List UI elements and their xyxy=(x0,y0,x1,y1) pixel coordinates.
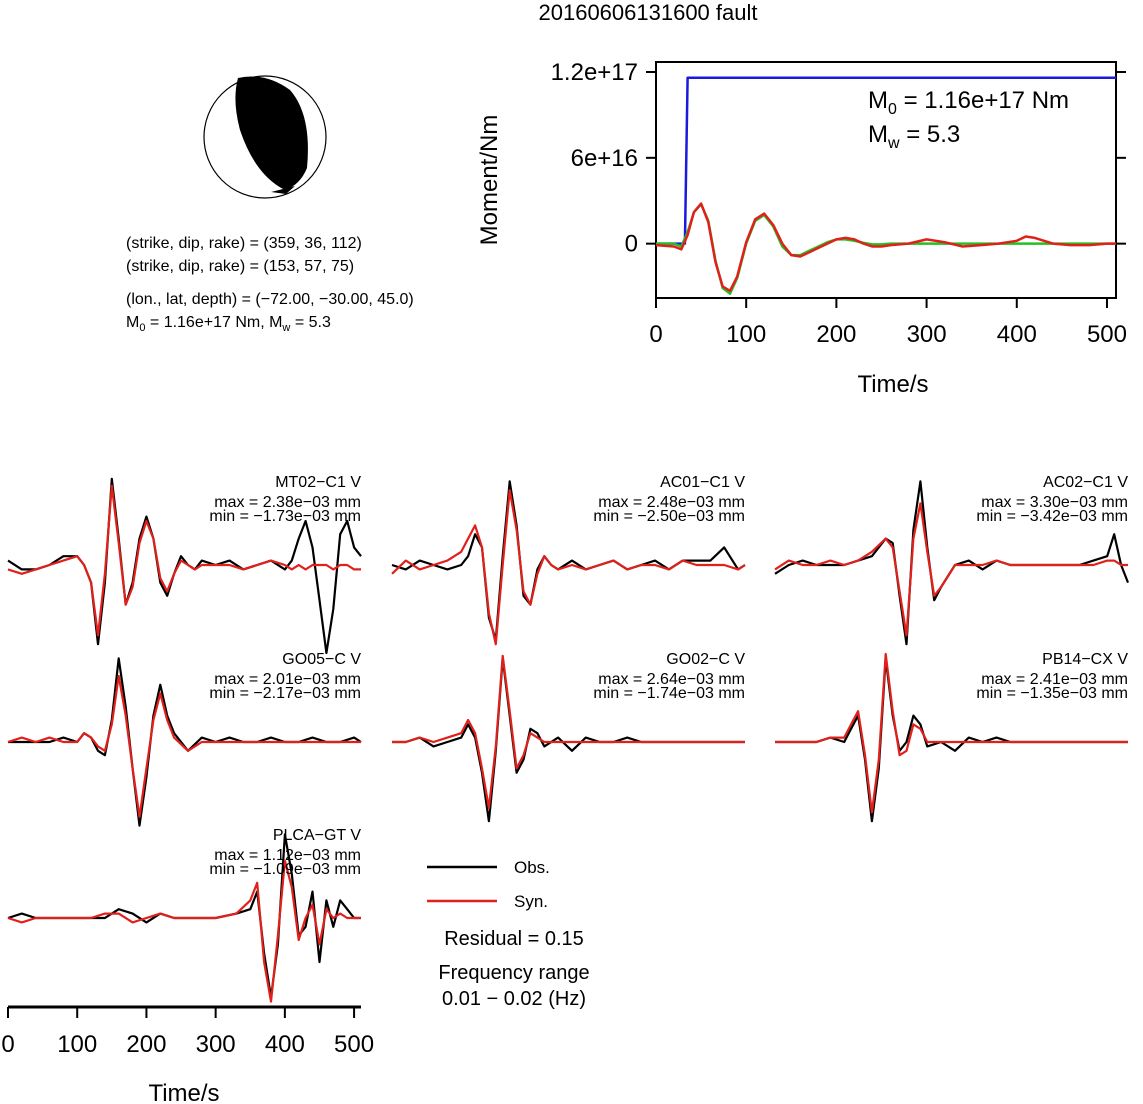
station-max: max = 2.41e−03 mm xyxy=(981,671,1128,688)
station-max: max = 1.12e−03 mm xyxy=(214,847,361,864)
moment-xtick-label: 200 xyxy=(816,321,856,348)
synthetic-trace xyxy=(774,502,1128,637)
waveform-xtick-label: 500 xyxy=(334,1031,374,1058)
waveform-xtick-label: 400 xyxy=(265,1031,305,1058)
waveform-time-axis: 0 100 200 300 400 500 Time/s xyxy=(1,1005,374,1104)
moment-magnitude-line: M0 = 1.16e+17 Nm, Mw = 5.3 xyxy=(126,314,331,334)
synthetic-trace xyxy=(775,652,1128,814)
moment-annotation-m0: M0 = 1.16e+17 Nm xyxy=(868,87,1069,118)
moment-xtick-label: 0 xyxy=(649,321,662,348)
legend-obs-label: Obs. xyxy=(514,858,550,877)
station-max: max = 2.38e−03 mm xyxy=(214,494,361,511)
waveform-xtick-label: 300 xyxy=(196,1031,236,1058)
moment-series-green xyxy=(656,203,1116,295)
synthetic-trace xyxy=(7,859,361,1003)
synthetic-trace xyxy=(7,674,361,818)
figure-title: 20160606131600 fault xyxy=(539,0,758,25)
nodal-plane-2: (strike, dip, rake) = (153, 57, 75) xyxy=(126,258,354,275)
moment-xtick-label: 100 xyxy=(726,321,766,348)
waveform-xtick-label: 0 xyxy=(1,1031,14,1058)
beachball-icon xyxy=(203,75,327,199)
frequency-range-value: 0.01 − 0.02 (Hz) xyxy=(442,988,586,1010)
station-max: max = 2.64e−03 mm xyxy=(598,671,745,688)
station-max: max = 2.01e−03 mm xyxy=(214,671,361,688)
synthetic-trace xyxy=(392,654,745,810)
frequency-range-label: Frequency range xyxy=(438,962,589,984)
moment-xlabel: Time/s xyxy=(857,371,928,398)
moment-ytick-label: 1.2e+17 xyxy=(551,59,638,86)
station-label: PB14−CX V xyxy=(1042,651,1128,668)
station-max: max = 3.30e−03 mm xyxy=(981,494,1128,511)
moment-ylabel: Moment/Nm xyxy=(476,115,503,246)
station-min: min = −1.35e−03 mm xyxy=(976,685,1128,702)
station-min: min = −1.73e−03 mm xyxy=(209,508,361,525)
waveform-xlabel: Time/s xyxy=(148,1080,219,1104)
synthetic-trace xyxy=(391,489,746,646)
moment-ytick-label: 6e+16 xyxy=(571,145,638,172)
station-label: MT02−C1 V xyxy=(275,474,361,491)
station-min: min = −2.50e−03 mm xyxy=(593,508,745,525)
legend-syn-label: Syn. xyxy=(514,892,548,911)
moment-chart-frame xyxy=(655,61,1117,299)
moment-xtick-label: 300 xyxy=(907,321,947,348)
station-min: min = −3.42e−03 mm xyxy=(976,508,1128,525)
station-min: min = −2.17e−03 mm xyxy=(209,685,361,702)
station-label: AC02−C1 V xyxy=(1043,474,1128,491)
synthetic-trace xyxy=(7,484,361,637)
moment-xtick-label: 400 xyxy=(997,321,1037,348)
station-min: min = −1.74e−03 mm xyxy=(593,685,745,702)
legend: Obs. Syn. xyxy=(427,858,550,911)
moment-xtick-label: 500 xyxy=(1087,321,1127,348)
station-label: GO05−C V xyxy=(282,651,361,668)
waveform-xtick-label: 200 xyxy=(126,1031,166,1058)
waveform-xtick-label: 100 xyxy=(57,1031,97,1058)
station-label: PLCA−GT V xyxy=(273,827,362,844)
station-label: AC01−C1 V xyxy=(660,474,745,491)
location-line: (lon., lat, depth) = (−72.00, −30.00, 45… xyxy=(126,291,414,308)
moment-annotation-mw: Mw = 5.3 xyxy=(868,121,960,152)
moment-series-red xyxy=(655,202,1116,293)
station-min: min = −1.09e−03 mm xyxy=(209,861,361,878)
nodal-plane-1: (strike, dip, rake) = (359, 36, 112) xyxy=(126,235,362,252)
moment-ytick-label: 0 xyxy=(625,231,638,258)
station-max: max = 2.48e−03 mm xyxy=(598,494,745,511)
station-label: GO02−C V xyxy=(666,651,745,668)
residual-text: Residual = 0.15 xyxy=(444,928,584,950)
moment-chart: 1.2e+17 6e+16 0 0 100 200 300 400 500 Moment/Nm… xyxy=(476,59,1127,398)
